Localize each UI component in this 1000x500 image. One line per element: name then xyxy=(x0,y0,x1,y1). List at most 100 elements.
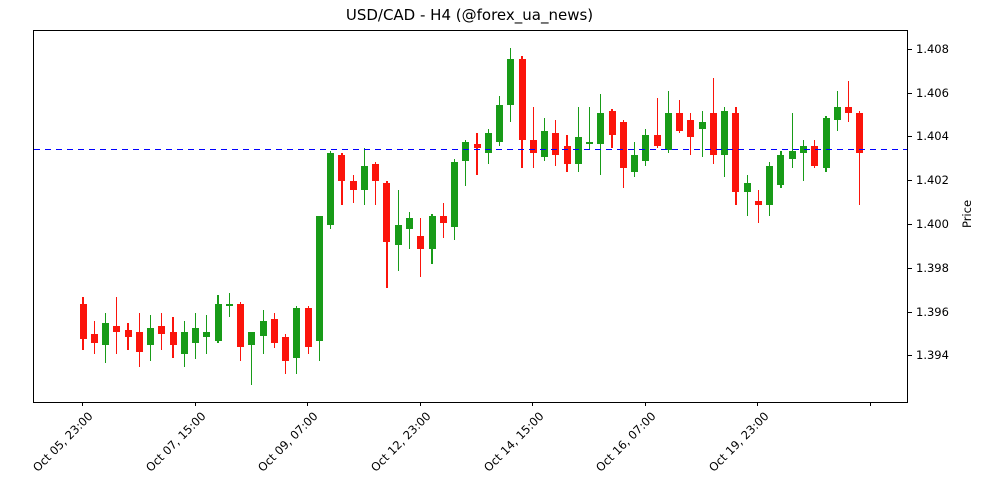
y-axis-tick-label: 1.408 xyxy=(916,41,949,56)
candle-body-down xyxy=(608,111,616,136)
candle-wick xyxy=(532,106,534,168)
y-axis-tick-label: 1.404 xyxy=(916,129,949,144)
candle-body-up xyxy=(203,332,211,337)
x-axis-tick-mark xyxy=(419,402,421,406)
candle-wick xyxy=(408,211,411,249)
candle-body-up xyxy=(360,165,368,190)
candle-body-down xyxy=(372,163,380,182)
candle-body-down xyxy=(856,113,864,153)
candle-body-up xyxy=(586,141,594,144)
candle-body-up xyxy=(631,154,639,173)
candle-wick xyxy=(701,111,703,158)
candle-body-up xyxy=(451,161,458,228)
candle-body-up xyxy=(214,303,222,341)
candle-body-up xyxy=(507,58,515,105)
candle-body-down xyxy=(237,303,245,348)
candle-body-up xyxy=(225,303,233,306)
candle-body-up xyxy=(293,308,301,359)
plot-area xyxy=(33,30,908,403)
x-axis-tick-mark xyxy=(194,402,196,406)
candle-body-down xyxy=(529,139,537,153)
candle-body-up xyxy=(541,130,548,158)
x-axis-tick-mark xyxy=(532,402,534,406)
candle-body-down xyxy=(304,308,312,348)
candle-wick xyxy=(757,189,760,223)
candle-body-up xyxy=(180,332,188,355)
candle-body-up xyxy=(788,150,796,160)
candle-body-up xyxy=(777,154,785,186)
x-axis-tick-label: Oct 09, 07:00 xyxy=(255,409,322,475)
candle-wick xyxy=(465,139,467,186)
candle-body-up xyxy=(192,327,200,344)
x-axis-tick-label: Oct 12, 23:00 xyxy=(368,409,434,475)
candle-wick xyxy=(859,111,861,206)
y-axis-tick-mark xyxy=(908,92,912,94)
candle-wick xyxy=(746,174,748,217)
x-axis-tick-label: Oct 19, 23:00 xyxy=(705,409,772,475)
candle-body-up xyxy=(597,113,605,144)
y-axis-tick-mark xyxy=(908,267,912,269)
candle-body-up xyxy=(248,332,256,346)
candle-body-down xyxy=(552,133,560,155)
y-axis-tick-label: 1.400 xyxy=(916,216,949,231)
candle-body-down xyxy=(518,58,526,140)
candle-wick xyxy=(588,106,591,151)
candle-body-up xyxy=(428,216,436,249)
candle-body-up xyxy=(102,323,109,346)
candle-body-up xyxy=(822,117,830,168)
candle-wick xyxy=(375,161,377,206)
candle-body-up xyxy=(315,216,323,341)
candle-body-down xyxy=(79,303,87,339)
candle-body-up xyxy=(642,135,650,162)
y-axis-tick-mark xyxy=(908,180,912,182)
chart-title: USD/CAD - H4 (@forex_ua_news) xyxy=(345,6,594,24)
candle-body-down xyxy=(845,106,852,114)
candle-body-down xyxy=(349,181,357,190)
y-axis-tick-mark xyxy=(908,311,912,313)
y-axis-tick-label: 1.394 xyxy=(916,348,949,363)
candle-wick xyxy=(476,133,478,175)
y-axis-tick-mark xyxy=(908,223,912,225)
candle-body-down xyxy=(619,122,627,169)
y-axis-tick-mark xyxy=(908,48,912,50)
candle-body-down xyxy=(687,119,695,138)
candle-body-down xyxy=(439,216,447,223)
candle-body-down xyxy=(811,146,819,166)
candle-body-up xyxy=(496,104,503,142)
candle-body-down xyxy=(563,146,571,164)
candle-body-up xyxy=(698,122,706,129)
x-axis-tick-mark xyxy=(757,402,759,406)
price-axis-label: Price xyxy=(960,199,974,229)
candle-body-down xyxy=(169,332,177,346)
x-axis-tick-mark xyxy=(82,402,83,406)
candle-body-up xyxy=(259,321,267,337)
price-level-dashed-line xyxy=(34,148,907,151)
candle-body-down xyxy=(282,336,290,361)
candle-body-up xyxy=(406,218,413,230)
candle-body-down xyxy=(754,200,762,206)
candle-body-down xyxy=(135,332,143,352)
y-axis-tick-label: 1.396 xyxy=(916,304,949,319)
candle-body-up xyxy=(147,327,154,346)
y-axis-tick-label: 1.406 xyxy=(916,85,949,100)
y-axis-tick-mark xyxy=(908,355,912,357)
candle-body-up xyxy=(721,111,729,155)
x-axis-tick-label: Oct 07, 15:00 xyxy=(143,409,209,475)
candle-body-up xyxy=(327,152,335,225)
candle-body-down xyxy=(270,319,278,344)
candle-body-down xyxy=(158,325,166,335)
x-axis-tick-label: Oct 14, 15:00 xyxy=(480,409,547,475)
candle-body-down xyxy=(473,143,481,149)
candle-body-up xyxy=(462,141,470,162)
candle-body-up xyxy=(766,165,774,206)
x-axis-tick-mark xyxy=(307,402,309,406)
candle-body-down xyxy=(113,325,121,333)
candle-wick xyxy=(791,113,793,168)
candle-body-down xyxy=(653,135,661,147)
y-axis-tick-label: 1.398 xyxy=(916,260,949,275)
candle-body-down xyxy=(383,183,391,243)
candle-body-up xyxy=(394,224,402,245)
x-axis-tick-label: Oct 16, 07:00 xyxy=(593,409,659,475)
candle-body-down xyxy=(732,113,740,193)
candle-body-up xyxy=(833,106,841,120)
